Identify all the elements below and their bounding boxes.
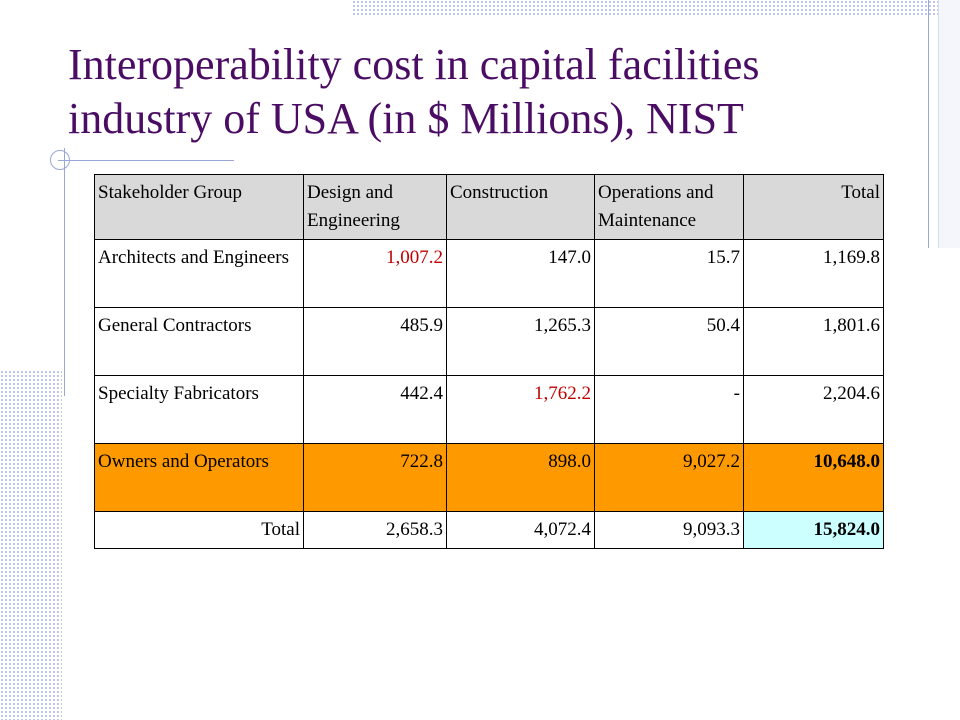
row-label: Owners and Operators xyxy=(94,443,304,512)
table-row-architects: Architects and Engineers 1,007.2 147.0 1… xyxy=(94,239,884,308)
row-label: General Contractors xyxy=(94,307,304,376)
cell-design: 485.9 xyxy=(303,307,447,376)
header-stakeholder-group: Stakeholder Group xyxy=(94,174,304,240)
cell-operations: 50.4 xyxy=(594,307,744,376)
row-label: Total xyxy=(94,511,304,549)
cell-operations: - xyxy=(594,375,744,444)
slide-title: Interoperability cost in capital facilit… xyxy=(68,40,760,143)
header-operations-maintenance: Operations and Maintenance xyxy=(594,174,744,240)
decorative-right-panel xyxy=(938,0,960,248)
table-row-specialty-fabricators: Specialty Fabricators 442.4 1,762.2 - 2,… xyxy=(94,375,884,444)
cell-total: 1,169.8 xyxy=(743,239,884,308)
cell-design: 722.8 xyxy=(303,443,447,512)
cell-construction: 147.0 xyxy=(446,239,595,308)
decorative-vertical-line xyxy=(64,148,65,396)
table-header-row: Stakeholder Group Design and Engineering… xyxy=(94,174,884,240)
cell-operations: 9,093.3 xyxy=(594,511,744,549)
row-label: Specialty Fabricators xyxy=(94,375,304,444)
cell-design: 442.4 xyxy=(303,375,447,444)
table-row-owners-operators: Owners and Operators 722.8 898.0 9,027.2… xyxy=(94,443,884,512)
cell-total: 2,204.6 xyxy=(743,375,884,444)
table-row-general-contractors: General Contractors 485.9 1,265.3 50.4 1… xyxy=(94,307,884,376)
cell-construction: 4,072.4 xyxy=(446,511,595,549)
cell-operations: 9,027.2 xyxy=(594,443,744,512)
cost-table: Stakeholder Group Design and Engineering… xyxy=(94,174,884,549)
cell-total: 1,801.6 xyxy=(743,307,884,376)
decorative-right-line xyxy=(928,0,929,248)
cell-grand-total: 15,824.0 xyxy=(743,511,884,549)
header-construction: Construction xyxy=(446,174,595,240)
decorative-dot-band-top xyxy=(352,0,960,16)
cell-operations: 15.7 xyxy=(594,239,744,308)
cell-design: 1,007.2 xyxy=(303,239,447,308)
header-total: Total xyxy=(743,174,884,240)
cell-construction: 1,762.2 xyxy=(446,375,595,444)
table-row-total: Total 2,658.3 4,072.4 9,093.3 15,824.0 xyxy=(94,511,884,549)
decorative-dot-band-left xyxy=(0,370,62,720)
decorative-circle xyxy=(50,150,70,170)
cell-construction: 1,265.3 xyxy=(446,307,595,376)
cell-design: 2,658.3 xyxy=(303,511,447,549)
decorative-horizontal-line xyxy=(58,160,234,161)
cell-construction: 898.0 xyxy=(446,443,595,512)
cell-total: 10,648.0 xyxy=(743,443,884,512)
header-design-engineering: Design and Engineering xyxy=(303,174,447,240)
row-label: Architects and Engineers xyxy=(94,239,304,308)
